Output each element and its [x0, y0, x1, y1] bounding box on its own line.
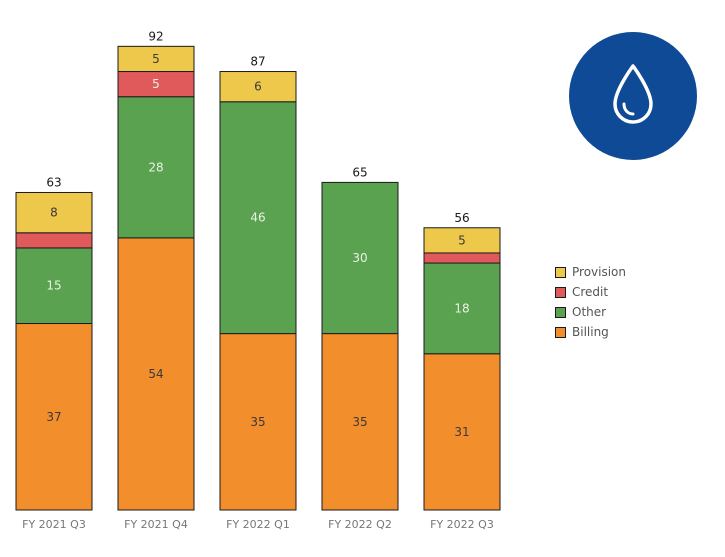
legend-swatch-credit: [555, 286, 566, 298]
total-label-fy-2022-q3: 56: [454, 211, 469, 225]
legend-swatch-billing: [555, 326, 566, 338]
bar-segment-other-fy-2022-q3: [423, 262, 501, 355]
bar-segment-other-fy-2021-q4: [117, 96, 195, 239]
legend-swatch-other: [555, 306, 566, 318]
water-badge: [569, 32, 697, 160]
x-tick-label-fy-2022-q2: FY 2022 Q2: [328, 518, 392, 531]
data-label-other-fy-2022-q3: 18: [454, 301, 469, 315]
data-label-billing-fy-2021-q4: 54: [148, 367, 163, 381]
legend-swatch-provision: [555, 266, 566, 278]
chart-legend: Provision Credit Other Billing: [555, 262, 626, 342]
bar-segment-credit-fy-2022-q3: [423, 252, 501, 264]
legend-label-credit: Credit: [572, 285, 609, 299]
total-label-fy-2022-q1: 87: [250, 55, 265, 69]
bar-segment-billing-fy-2022-q2: [321, 333, 399, 511]
data-label-billing-fy-2022-q2: 35: [352, 415, 367, 429]
legend-label-other: Other: [572, 305, 607, 319]
bar-segment-provision-fy-2022-q3: [423, 227, 501, 254]
total-label-fy-2021-q4: 92: [148, 29, 163, 43]
legend-label-billing: Billing: [572, 325, 609, 339]
legend-item-credit: Credit: [555, 282, 626, 302]
bar-segment-provision-fy-2021-q3: [15, 191, 93, 234]
water-drop-icon: [609, 62, 657, 130]
bar-segment-billing-fy-2022-q3: [423, 353, 501, 511]
legend-item-billing: Billing: [555, 322, 626, 342]
total-label-fy-2021-q3: 63: [46, 175, 61, 189]
data-label-other-fy-2021-q4: 28: [148, 160, 163, 174]
bar-segment-provision-fy-2022-q1: [219, 71, 297, 103]
bar-segment-other-fy-2022-q1: [219, 101, 297, 335]
legend-label-provision: Provision: [572, 265, 627, 279]
data-label-provision-fy-2022-q3: 5: [458, 233, 466, 247]
data-label-billing-fy-2022-q3: 31: [454, 425, 469, 439]
bar-segment-credit-fy-2021-q3: [15, 232, 93, 249]
x-tick-label-fy-2022-q3: FY 2022 Q3: [430, 518, 494, 531]
data-label-provision-fy-2022-q1: 6: [254, 80, 262, 94]
data-label-credit-fy-2021-q4: 5: [152, 77, 160, 91]
bar-segment-other-fy-2021-q3: [15, 247, 93, 325]
bar-segment-billing-fy-2021-q4: [117, 237, 195, 511]
data-label-billing-fy-2021-q3: 37: [46, 410, 61, 424]
legend-item-provision: Provision: [555, 262, 626, 282]
data-label-provision-fy-2021-q3: 8: [50, 206, 58, 220]
bar-segment-billing-fy-2022-q1: [219, 333, 297, 511]
x-tick-label-fy-2021-q3: FY 2021 Q3: [22, 518, 86, 531]
data-label-other-fy-2021-q3: 15: [46, 279, 61, 293]
legend-item-other: Other: [555, 302, 626, 322]
total-label-fy-2022-q2: 65: [352, 165, 367, 179]
bar-segment-provision-fy-2021-q4: [117, 45, 195, 73]
bar-segment-billing-fy-2021-q3: [15, 323, 93, 511]
data-label-provision-fy-2021-q4: 5: [152, 52, 160, 66]
x-tick-label-fy-2021-q4: FY 2021 Q4: [124, 518, 188, 531]
data-label-other-fy-2022-q1: 46: [250, 211, 265, 225]
data-label-other-fy-2022-q2: 30: [352, 251, 367, 265]
x-tick-label-fy-2022-q1: FY 2022 Q1: [226, 518, 290, 531]
data-label-billing-fy-2022-q1: 35: [250, 415, 265, 429]
bar-segment-other-fy-2022-q2: [321, 181, 399, 335]
